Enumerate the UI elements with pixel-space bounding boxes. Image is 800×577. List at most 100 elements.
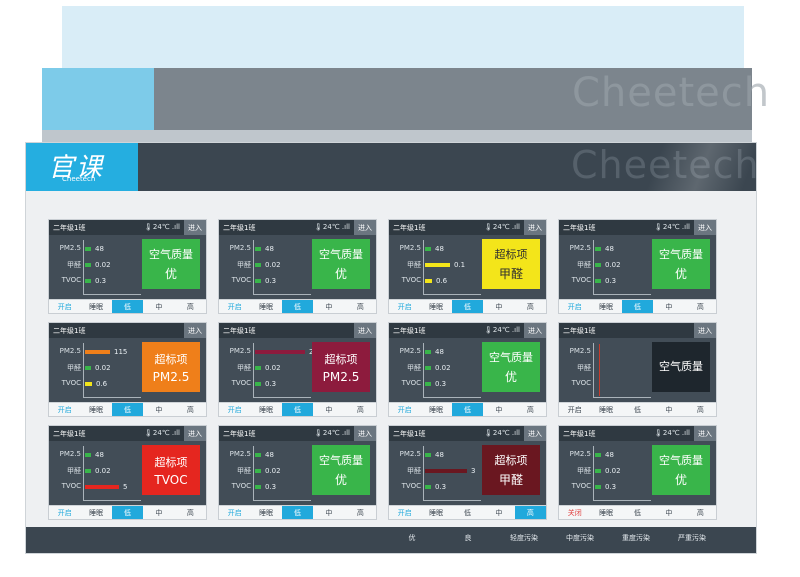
metric-bar xyxy=(425,263,450,267)
classroom-card: 二年级1班 🌡24℃ .ıll 进入 PM2.5 48 甲醛 0.02 TVOC 0.3 空气质量… xyxy=(48,219,207,314)
fan-mid-button[interactable]: 中 xyxy=(495,405,503,414)
card-title: 二年级1班 xyxy=(563,326,596,335)
metric-bar xyxy=(85,382,92,386)
metric-name: PM2.5 xyxy=(569,450,591,458)
enter-button[interactable]: 进入 xyxy=(524,220,546,235)
card-status: 🌡24℃ .ıll xyxy=(484,326,520,334)
fan-low-button[interactable]: 低 xyxy=(634,405,642,414)
metric-value: 0.3 xyxy=(95,277,107,285)
power-button[interactable]: 开启 xyxy=(227,405,242,414)
fan-low-button[interactable]: 低 xyxy=(281,300,314,313)
metric-value: 0.3 xyxy=(265,277,277,285)
sleep-button[interactable]: 睡眠 xyxy=(429,508,444,517)
fan-high-button[interactable]: 高 xyxy=(356,508,364,517)
power-button[interactable]: 开启 xyxy=(227,302,242,311)
metric-bar xyxy=(255,263,261,267)
sleep-button[interactable]: 睡眠 xyxy=(259,405,274,414)
fan-high-button[interactable]: 高 xyxy=(356,302,364,311)
fan-mid-button[interactable]: 中 xyxy=(325,508,333,517)
fan-low-button[interactable]: 低 xyxy=(451,403,484,416)
metric-bar xyxy=(255,382,261,386)
fan-high-button[interactable]: 高 xyxy=(526,405,534,414)
background-band xyxy=(154,68,752,130)
sleep-button[interactable]: 睡眠 xyxy=(599,508,614,517)
badge-title: 空气质量 xyxy=(659,359,703,373)
enter-button[interactable]: 进入 xyxy=(354,220,376,235)
card-header: 二年级1班 🌡24℃ .ıll 进入 xyxy=(219,220,376,235)
power-button[interactable]: 开启 xyxy=(397,508,412,517)
fan-mid-button[interactable]: 中 xyxy=(665,405,673,414)
fan-mid-button[interactable]: 中 xyxy=(495,302,503,311)
sleep-button[interactable]: 睡眠 xyxy=(89,405,104,414)
enter-button[interactable]: 进入 xyxy=(184,323,206,338)
power-button[interactable]: 开启 xyxy=(57,405,72,414)
power-button[interactable]: 开启 xyxy=(397,405,412,414)
chart-baseline xyxy=(593,500,651,501)
enter-button[interactable]: 进入 xyxy=(354,323,376,338)
fan-high-button[interactable]: 高 xyxy=(696,508,704,517)
sleep-button[interactable]: 睡眠 xyxy=(429,405,444,414)
fan-mid-button[interactable]: 中 xyxy=(155,508,163,517)
fan-low-button[interactable]: 低 xyxy=(111,506,144,519)
power-button[interactable]: 开启 xyxy=(227,508,242,517)
sleep-button[interactable]: 睡眠 xyxy=(259,508,274,517)
header-shine xyxy=(636,143,756,191)
chart-axis xyxy=(423,343,424,398)
enter-button[interactable]: 进入 xyxy=(524,426,546,441)
fan-mid-button[interactable]: 中 xyxy=(495,508,503,517)
fan-mid-button[interactable]: 中 xyxy=(665,508,673,517)
enter-button[interactable]: 进入 xyxy=(694,220,716,235)
fan-high-button[interactable]: 高 xyxy=(696,302,704,311)
enter-button[interactable]: 进入 xyxy=(184,426,206,441)
fan-mid-button[interactable]: 中 xyxy=(325,405,333,414)
enter-button[interactable]: 进入 xyxy=(354,426,376,441)
metric-label: PM2.5 xyxy=(53,244,81,252)
air-quality-badge: 超标项 PM2.5 xyxy=(312,342,370,392)
metric-bar xyxy=(255,469,261,473)
badge-title: 空气质量 xyxy=(149,248,193,261)
fan-high-button[interactable]: 高 xyxy=(356,405,364,414)
sleep-button[interactable]: 睡眠 xyxy=(259,302,274,311)
fan-high-button[interactable]: 高 xyxy=(186,508,194,517)
sleep-button[interactable]: 睡眠 xyxy=(599,405,614,414)
power-button[interactable]: 开启 xyxy=(397,302,412,311)
fan-low-button[interactable]: 低 xyxy=(451,300,484,313)
fan-low-button[interactable]: 低 xyxy=(111,403,144,416)
metric-bar xyxy=(595,453,601,457)
power-button[interactable]: 开启 xyxy=(567,405,582,414)
enter-button[interactable]: 进入 xyxy=(694,323,716,338)
power-button[interactable]: 开启 xyxy=(57,508,72,517)
classroom-card: 二年级1班 进入 PM2.5 115 甲醛 0.02 TVOC 0.6 超标项 PM2.5 开启 睡眠… xyxy=(48,322,207,417)
enter-button[interactable]: 进入 xyxy=(524,323,546,338)
metric-label: 甲醛 xyxy=(53,260,81,270)
fan-mid-button[interactable]: 中 xyxy=(665,302,673,311)
fan-high-button[interactable]: 高 xyxy=(186,302,194,311)
card-body: PM2.5 48 甲醛 3 TVOC 0.3 超标项 甲醛 xyxy=(389,441,546,505)
metric-label: TVOC xyxy=(223,379,251,387)
sleep-button[interactable]: 睡眠 xyxy=(89,302,104,311)
power-button[interactable]: 关闭 xyxy=(567,508,582,517)
enter-button[interactable]: 进入 xyxy=(694,426,716,441)
fan-low-button[interactable]: 低 xyxy=(281,403,314,416)
sleep-button[interactable]: 睡眠 xyxy=(599,302,614,311)
power-button[interactable]: 开启 xyxy=(57,302,72,311)
fan-high-button[interactable]: 高 xyxy=(514,506,547,519)
fan-low-button[interactable]: 低 xyxy=(464,508,472,517)
fan-high-button[interactable]: 高 xyxy=(526,302,534,311)
chart-axis xyxy=(253,240,254,295)
power-button[interactable]: 开启 xyxy=(567,302,582,311)
sleep-button[interactable]: 睡眠 xyxy=(89,508,104,517)
sleep-button[interactable]: 睡眠 xyxy=(429,302,444,311)
fan-mid-button[interactable]: 中 xyxy=(155,302,163,311)
metric-name: 甲醛 xyxy=(67,467,81,475)
fan-mid-button[interactable]: 中 xyxy=(325,302,333,311)
fan-low-button[interactable]: 低 xyxy=(281,506,314,519)
fan-low-button[interactable]: 低 xyxy=(634,508,642,517)
fan-high-button[interactable]: 高 xyxy=(696,405,704,414)
fan-high-button[interactable]: 高 xyxy=(186,405,194,414)
fan-mid-button[interactable]: 中 xyxy=(155,405,163,414)
metric-label: TVOC xyxy=(563,276,591,284)
enter-button[interactable]: 进入 xyxy=(184,220,206,235)
fan-low-button[interactable]: 低 xyxy=(621,300,654,313)
fan-low-button[interactable]: 低 xyxy=(111,300,144,313)
